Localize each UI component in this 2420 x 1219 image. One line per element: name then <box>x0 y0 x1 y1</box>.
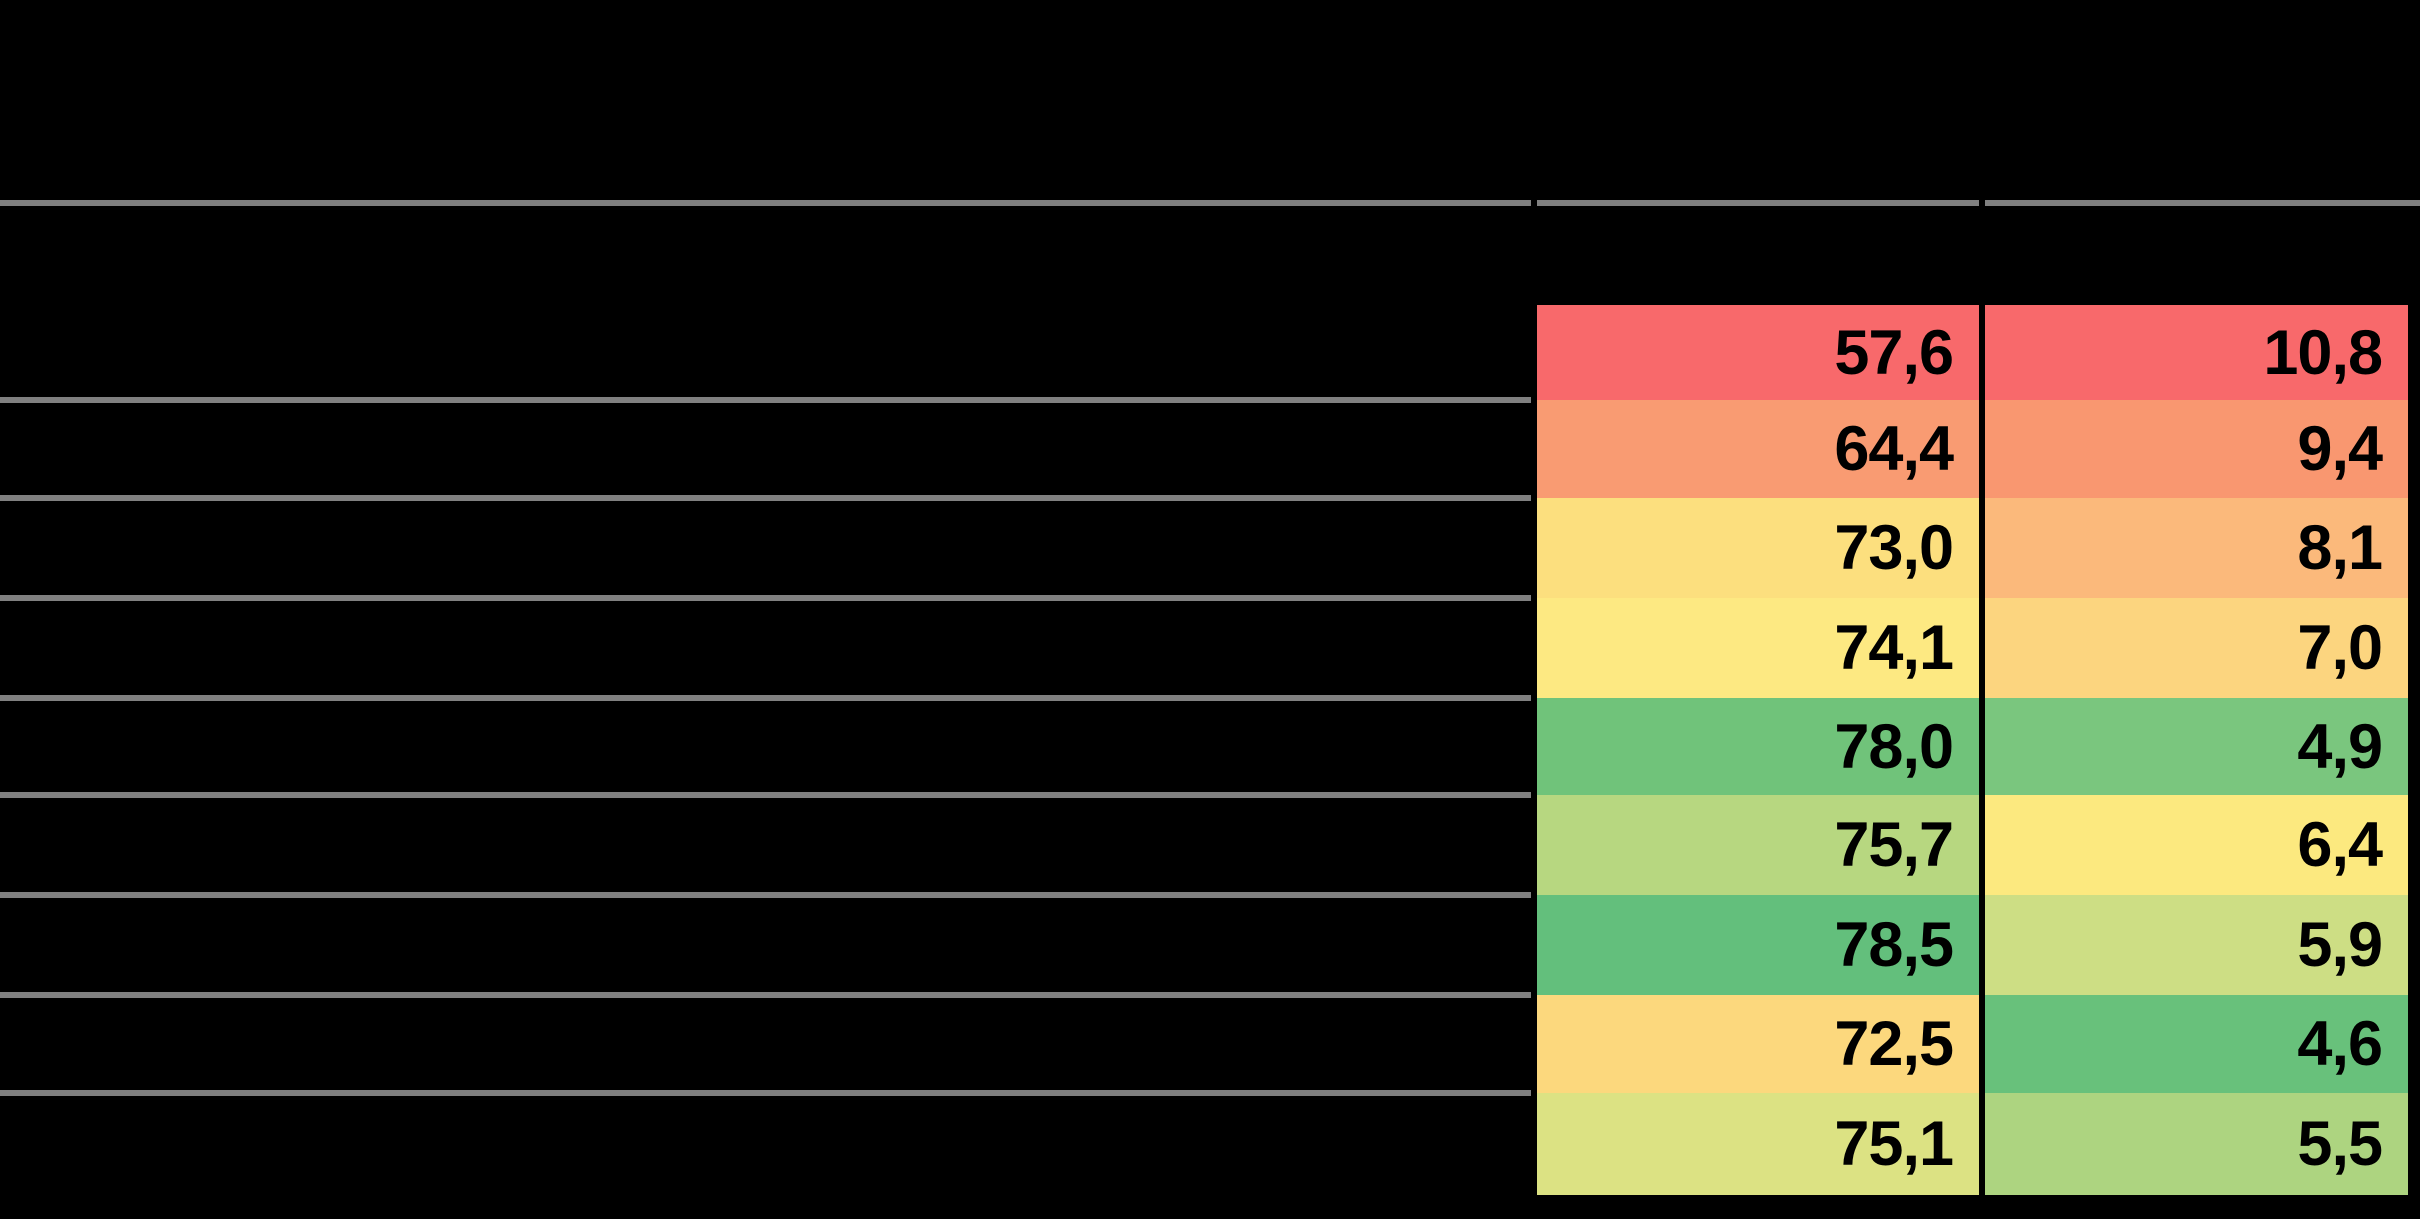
value-cell-r9-c2: 5,5 <box>1985 1093 2408 1195</box>
value-cell-r9-c1: 75,1 <box>1537 1093 1979 1195</box>
value-cell-r1-c1: 57,6 <box>1537 305 1979 400</box>
value-cell-r6-c1: 75,7 <box>1537 795 1979 895</box>
value-cell-r4-c1: 74,1 <box>1537 598 1979 698</box>
value-cell-r7-c1: 78,5 <box>1537 895 1979 995</box>
row-separator <box>0 1090 2408 1096</box>
value-cell-r2-c2: 9,4 <box>1985 400 2408 498</box>
value-cell-r4-c2: 7,0 <box>1985 598 2408 698</box>
row-separator <box>0 992 2408 998</box>
value-cell-r3-c2: 8,1 <box>1985 498 2408 598</box>
value-column-divider <box>1979 200 1985 1195</box>
value-cell-r8-c1: 72,5 <box>1537 995 1979 1093</box>
row-separator <box>0 495 2408 501</box>
value-cell-r2-c1: 64,4 <box>1537 400 1979 498</box>
value-cell-r3-c1: 73,0 <box>1537 498 1979 598</box>
value-cell-r8-c2: 4,6 <box>1985 995 2408 1093</box>
row-separator <box>0 397 2408 403</box>
value-cell-r5-c2: 4,9 <box>1985 698 2408 795</box>
value-column-left-border <box>1531 200 1537 1195</box>
value-cell-r1-c2: 10,8 <box>1985 305 2408 400</box>
row-separator <box>0 892 2408 898</box>
row-separator <box>0 792 2408 798</box>
header-rule <box>0 200 2420 206</box>
row-separator <box>0 595 2408 601</box>
row-separator <box>0 695 2408 701</box>
value-cell-r7-c2: 5,9 <box>1985 895 2408 995</box>
value-cell-r6-c2: 6,4 <box>1985 795 2408 895</box>
value-cell-r5-c1: 78,0 <box>1537 698 1979 795</box>
